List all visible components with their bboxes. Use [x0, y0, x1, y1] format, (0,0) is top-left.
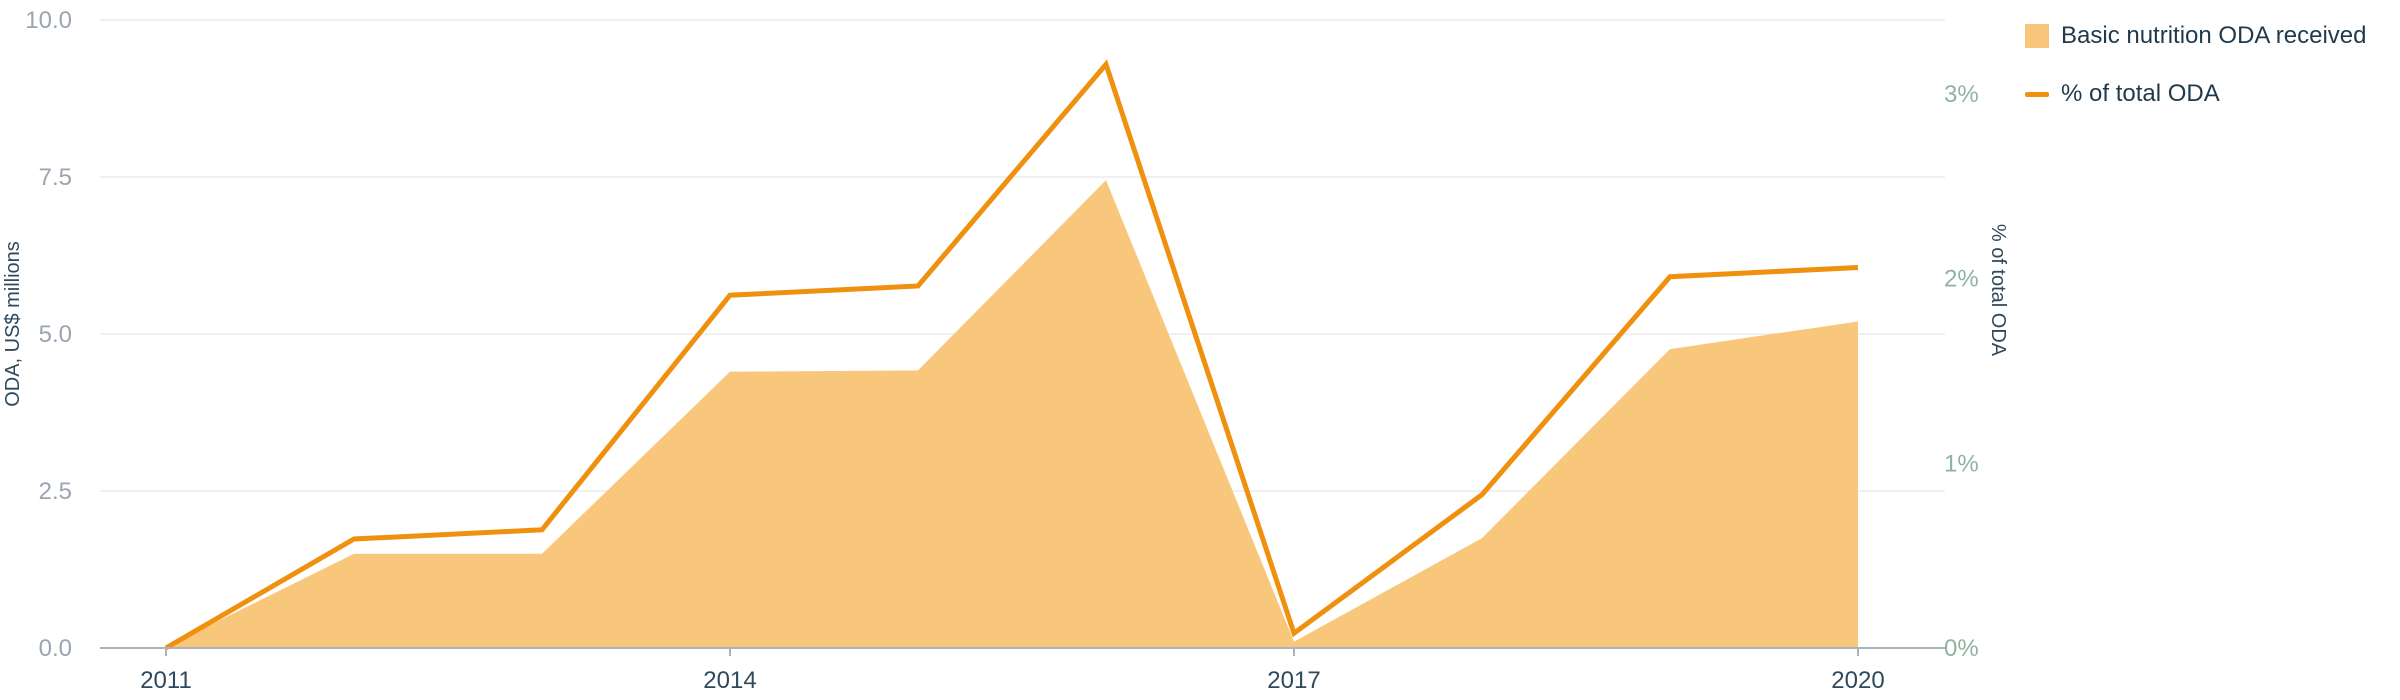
right-tick-label: 3% — [1944, 81, 1979, 108]
left-axis-title: ODA, US$ millions — [2, 241, 24, 407]
right-axis-title: % of total ODA — [1987, 224, 2009, 357]
line-series-layer — [164, 59, 1859, 651]
left-tick-label: 10.0 — [25, 7, 72, 34]
legend-item-area[interactable]: Basic nutrition ODA received — [2025, 18, 2366, 54]
right-tick-label: 1% — [1944, 450, 1979, 477]
x-tick-label: 2017 — [1267, 667, 1320, 694]
legend-item-line[interactable]: % of total ODA — [2025, 76, 2366, 112]
right-tick-label: 0% — [1944, 635, 1979, 662]
right-tick-label: 2% — [1944, 266, 1979, 293]
x-tick-label: 2020 — [1831, 667, 1884, 694]
x-tick-label: 2011 — [140, 667, 192, 694]
legend-swatch-line — [2025, 91, 2049, 97]
legend: Basic nutrition ODA received % of total … — [2025, 18, 2366, 134]
legend-swatch-area — [2025, 24, 2049, 48]
left-tick-label: 0.0 — [39, 635, 72, 662]
area-series-layer — [166, 180, 1858, 648]
legend-label-area: Basic nutrition ODA received — [2061, 22, 2367, 49]
axes: 0.0 2.5 5.0 7.5 10.0 0% 1% 2% 3% 2011 2014 2017 2020 — [25, 7, 1978, 694]
legend-label-line: % of total ODA — [2061, 80, 2220, 107]
area-series-basic-nutrition — [166, 180, 1858, 648]
line-series-pct-total-oda — [164, 59, 1859, 651]
x-tick-label: 2014 — [703, 667, 756, 694]
left-tick-label: 2.5 — [39, 478, 72, 505]
left-tick-label: 5.0 — [39, 321, 72, 348]
left-tick-label: 7.5 — [39, 164, 72, 191]
